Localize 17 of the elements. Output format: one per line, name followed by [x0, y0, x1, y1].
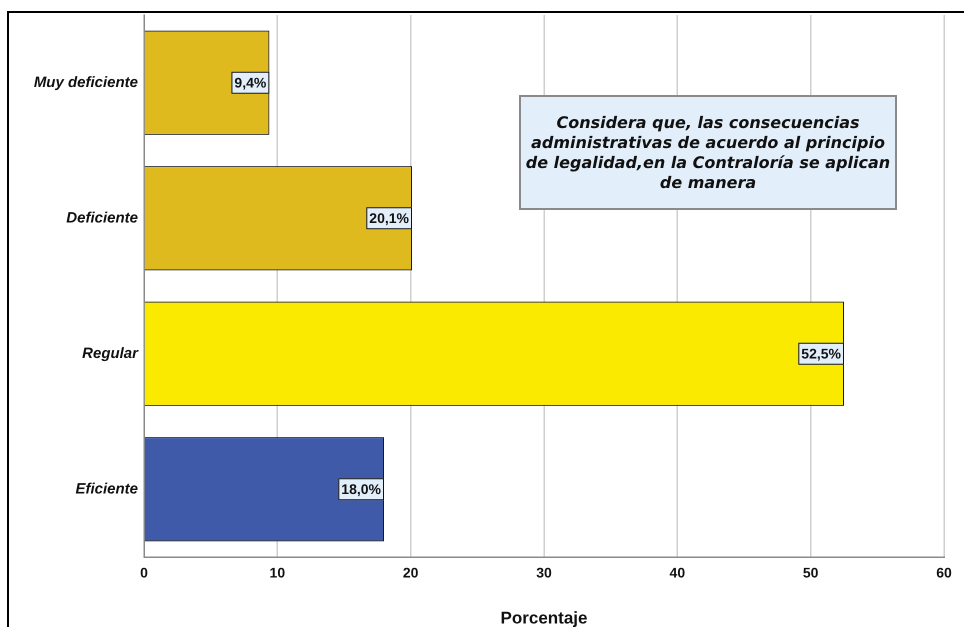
x-tick-label: 40 — [670, 564, 686, 580]
data-label: 20,1% — [369, 210, 410, 226]
x-axis-title: Porcentaje — [500, 608, 588, 628]
y-tick-label: Deficiente — [66, 209, 138, 226]
x-tick-label: 50 — [802, 564, 819, 580]
title-box: Considera que, las consecuencias administrativas de acuerdo al principio de legalidad,en la Contraloría se aplican de manera — [519, 95, 897, 210]
x-tick-label: 60 — [936, 564, 952, 580]
x-tick-label: 30 — [536, 564, 552, 580]
data-label: 18,0% — [341, 481, 382, 498]
y-tick-label: Regular — [82, 344, 140, 362]
x-tick-label: 20 — [402, 564, 419, 580]
y-tick-label: Eficiente — [75, 480, 138, 498]
x-tick-label: 0 — [140, 564, 148, 580]
y-tick-label: Muy deficiente — [34, 74, 138, 91]
x-tick-label: 10 — [270, 564, 286, 580]
data-label: 9,4% — [234, 74, 267, 91]
data-label: 52,5% — [801, 346, 842, 362]
